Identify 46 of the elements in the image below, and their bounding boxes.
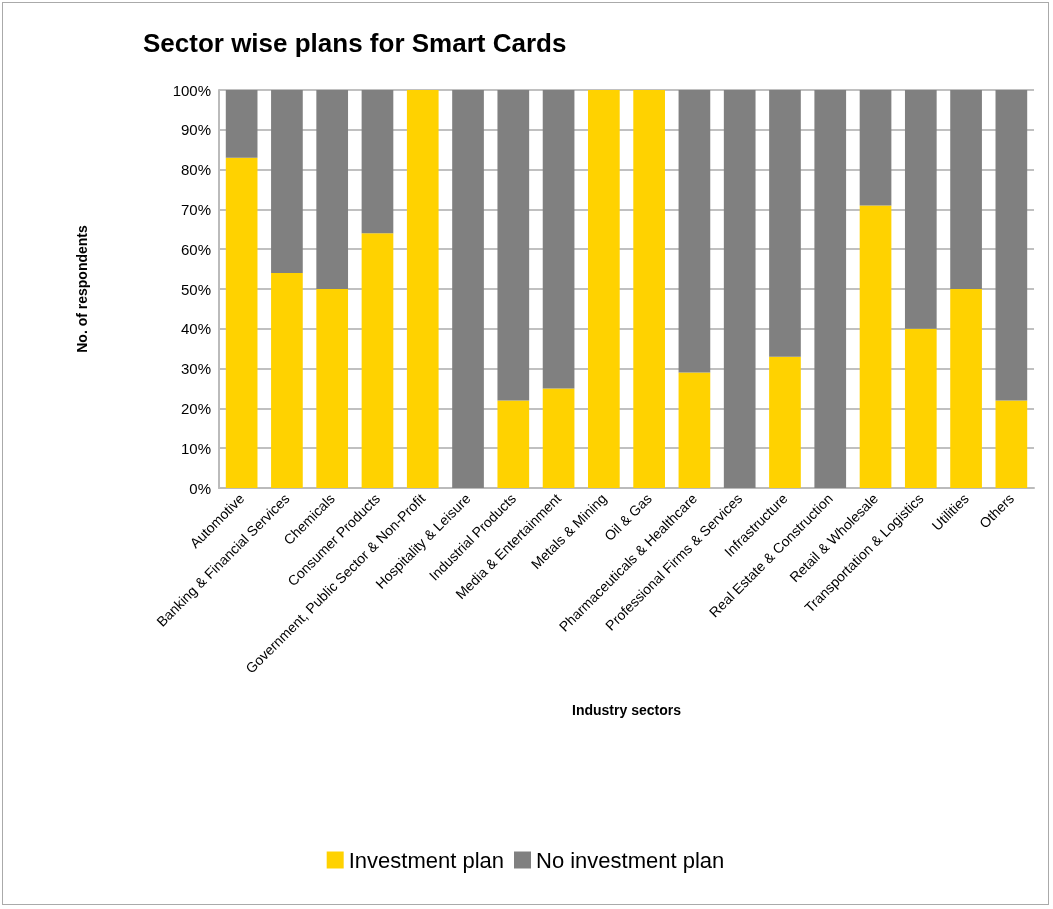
bar bbox=[542, 90, 575, 389]
bar bbox=[904, 328, 937, 488]
bar bbox=[950, 90, 982, 289]
y-tick-label: 60% bbox=[180, 240, 211, 258]
bar bbox=[769, 90, 801, 357]
bar bbox=[859, 90, 892, 206]
y-tick-label: 90% bbox=[180, 121, 211, 139]
bar bbox=[588, 90, 620, 488]
bar bbox=[361, 233, 394, 488]
y-tick-label: 0% bbox=[189, 479, 211, 497]
bar bbox=[225, 90, 258, 158]
bar bbox=[995, 90, 1028, 401]
bar bbox=[542, 388, 575, 488]
bar bbox=[723, 90, 756, 488]
bar bbox=[225, 157, 258, 488]
y-tick-label: 80% bbox=[180, 161, 211, 179]
y-tick-label: 100% bbox=[172, 81, 211, 99]
bar bbox=[361, 90, 394, 234]
legend-label: No investment plan bbox=[535, 847, 725, 873]
bar bbox=[859, 205, 892, 488]
bar bbox=[769, 356, 801, 488]
y-tick-label: 50% bbox=[180, 280, 211, 298]
bar bbox=[271, 90, 303, 274]
bar bbox=[497, 90, 530, 401]
bar bbox=[678, 90, 711, 373]
bar bbox=[271, 273, 303, 488]
bar bbox=[995, 400, 1028, 488]
bar bbox=[316, 289, 349, 488]
bar bbox=[633, 90, 665, 488]
bar bbox=[904, 90, 937, 329]
y-tick-label: 20% bbox=[180, 399, 211, 417]
y-tick-label: 10% bbox=[180, 439, 211, 457]
bar bbox=[497, 400, 530, 488]
bar bbox=[316, 90, 349, 289]
bar bbox=[814, 90, 847, 488]
y-axis-title: No. of respondents bbox=[74, 225, 90, 353]
y-tick-label: 70% bbox=[180, 200, 211, 218]
y-tick-label: 40% bbox=[180, 320, 211, 338]
bar bbox=[678, 372, 711, 488]
x-axis-title: Industry sectors bbox=[572, 702, 682, 718]
bar bbox=[950, 289, 982, 488]
legend-label: Investment plan bbox=[348, 847, 504, 873]
bar bbox=[452, 90, 484, 488]
chart-title: Sector wise plans for Smart Cards bbox=[143, 28, 567, 58]
bar bbox=[406, 90, 439, 488]
y-tick-label: 30% bbox=[180, 360, 211, 378]
